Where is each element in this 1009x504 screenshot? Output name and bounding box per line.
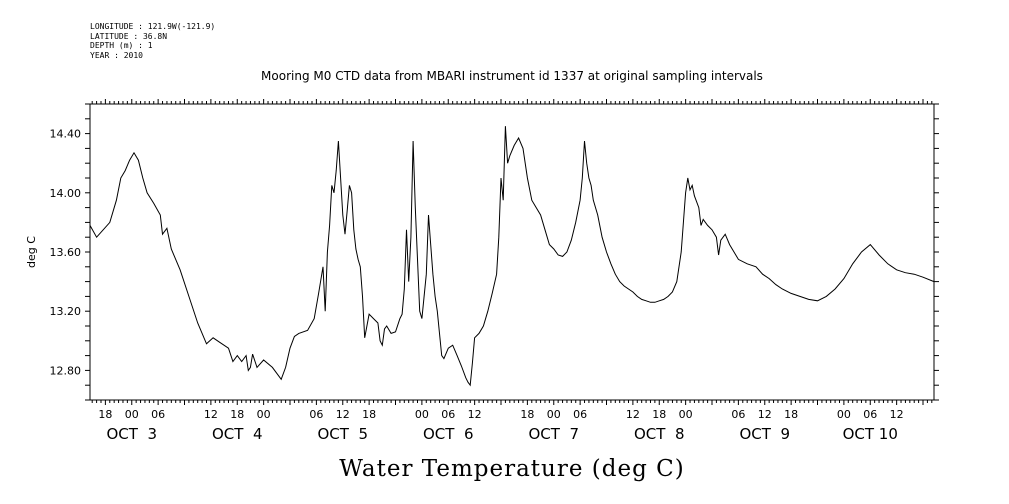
y-axis-tick-labels: 12.80 13.20 13.60 14.00 14.40	[50, 128, 82, 378]
x-tick-label: 12	[336, 408, 350, 421]
date-label: OCT 4	[212, 425, 263, 443]
x-tick-label: 18	[98, 408, 112, 421]
x-tick-label: 06	[441, 408, 455, 421]
x-tick-label: 18	[652, 408, 666, 421]
date-label: OCT 10	[843, 425, 898, 443]
x-tick-label: 12	[890, 408, 904, 421]
x-tick-label: 18	[520, 408, 534, 421]
x-tick-label: 00	[125, 408, 139, 421]
x-tick-label: 06	[151, 408, 165, 421]
y-tick-label: 14.40	[50, 128, 82, 141]
x-tick-label: 12	[626, 408, 640, 421]
chart-title: Mooring M0 CTD data from MBARI instrumen…	[261, 69, 763, 83]
y-tick-label: 13.60	[50, 246, 82, 259]
plot-frame	[89, 103, 935, 401]
x-tick-label: 12	[468, 408, 482, 421]
axis-ticks	[85, 99, 939, 405]
date-label: OCT 9	[739, 425, 790, 443]
longitude-text: LONGITUDE : 121.9W(-121.9)	[90, 22, 216, 31]
x-tick-label: 06	[731, 408, 745, 421]
x-axis-label: Water Temperature (deg C)	[339, 456, 684, 482]
y-axis-label: deg C	[25, 236, 38, 268]
metadata-block: LONGITUDE : 121.9W(-121.9) LATITUDE : 36…	[90, 22, 215, 60]
x-tick-label: 00	[679, 408, 693, 421]
y-tick-label: 13.20	[50, 305, 82, 318]
depth-text: DEPTH (m) : 1	[90, 41, 153, 50]
temperature-series-line	[89, 126, 935, 387]
x-tick-label: 12	[758, 408, 772, 421]
x-tick-label: 00	[547, 408, 561, 421]
y-tick-label: 12.80	[50, 364, 82, 377]
x-tick-label: 06	[309, 408, 323, 421]
x-tick-label: 06	[863, 408, 877, 421]
latitude-text: LATITUDE : 36.8N	[90, 31, 168, 41]
date-label: OCT 5	[317, 425, 368, 443]
x-tick-label: 00	[415, 408, 429, 421]
x-tick-label: 18	[230, 408, 244, 421]
x-tick-label: 06	[573, 408, 587, 421]
x-tick-label: 18	[784, 408, 798, 421]
y-tick-label: 14.00	[50, 187, 82, 200]
x-tick-label: 18	[362, 408, 376, 421]
date-label: OCT 6	[423, 425, 474, 443]
x-axis-tick-labels: 18 00 06 12 18 00 06 12 18 00 06 12 18 00 06 12 18 00 06 12…	[98, 408, 903, 421]
date-labels: OCT 3 OCT 4 OCT 5 OCT 6 OCT 7 OCT 8 OCT 9 OCT 1…	[106, 425, 897, 443]
year-text: YEAR : 2010	[90, 50, 143, 60]
date-label: OCT 8	[634, 425, 685, 443]
x-tick-label: 00	[837, 408, 851, 421]
x-tick-label: 12	[204, 408, 218, 421]
date-label: OCT 7	[528, 425, 579, 443]
date-label: OCT 3	[106, 425, 157, 443]
x-tick-label: 00	[257, 408, 271, 421]
